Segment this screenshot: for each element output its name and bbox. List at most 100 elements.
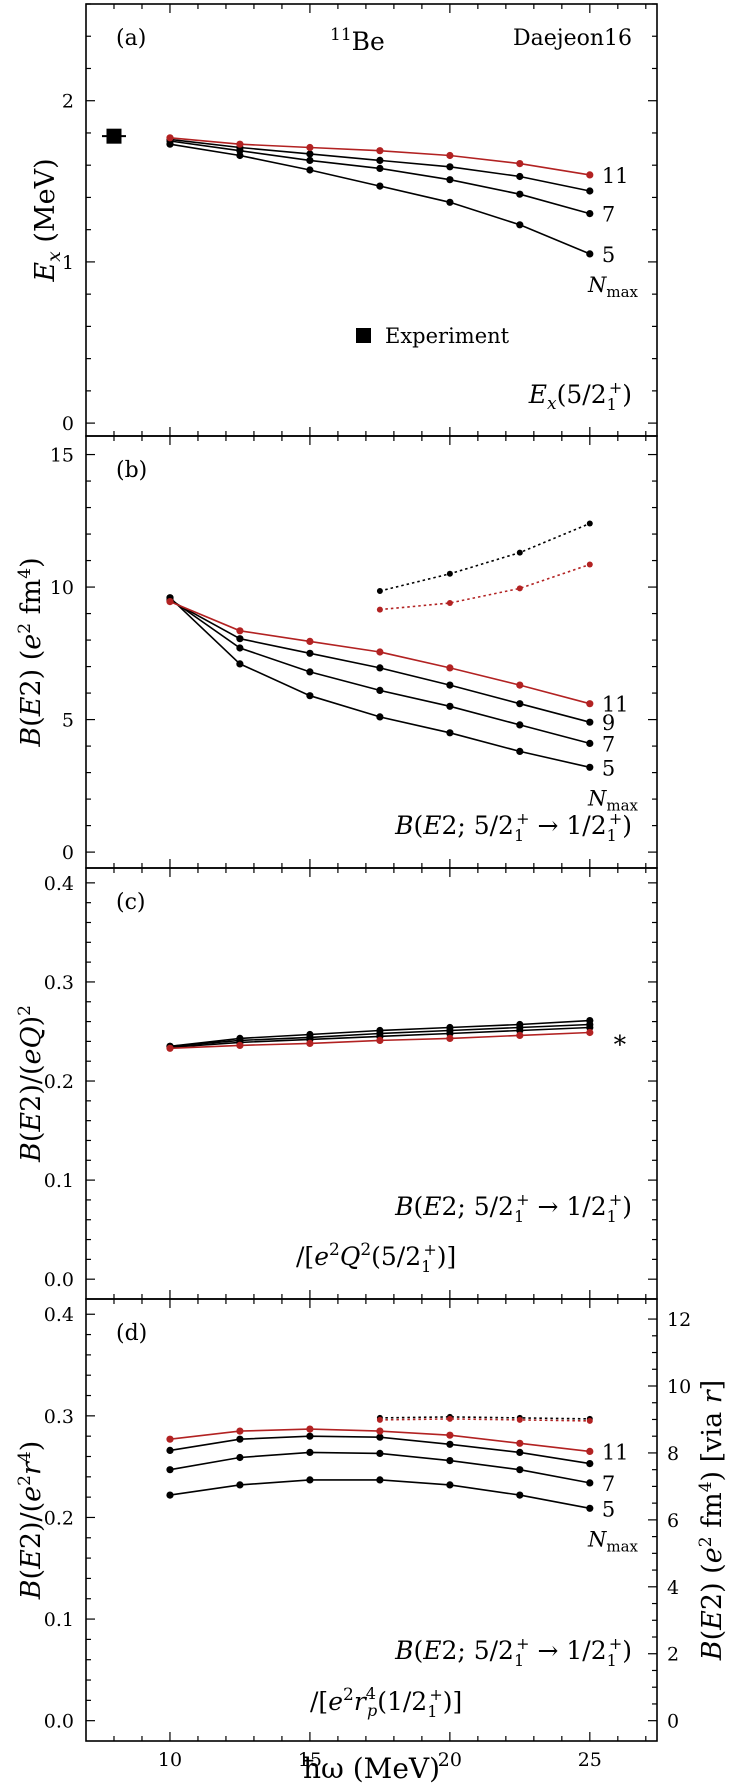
series-nmax-9-point: [236, 1435, 244, 1443]
series-nmax-9-point: [516, 700, 524, 708]
x-axis-label: ħω (MeV): [303, 1752, 440, 1785]
series-nmax-9-point: [376, 1433, 384, 1441]
series-nmax-7-point: [306, 1448, 314, 1456]
series-nmax-5-point: [376, 1476, 384, 1484]
panel-tag: (c): [116, 890, 146, 915]
y-axis-label-right: B(E2) (e2 fm4) [via r]: [696, 1380, 728, 1661]
series-nmax-7-point: [236, 1453, 244, 1462]
series-nmax-7-point: [516, 1466, 524, 1474]
series-black-dotted-point: [376, 588, 383, 594]
series-nmax-5-point: [306, 692, 314, 700]
nmax-axis-label: Nmax: [587, 1527, 639, 1555]
y-axis-label: B(E2) (e2 fm4): [15, 557, 47, 747]
series-nmax-7-point: [516, 721, 524, 729]
series-nmax-5-point: [166, 1491, 174, 1499]
y-tick-label: 0.3: [44, 972, 74, 994]
x-tick-label: 10: [158, 1749, 182, 1771]
star-marker: ∗: [612, 1025, 629, 1054]
y-tick-label: 0.2: [44, 1507, 74, 1529]
panel-annotation-line1: B(E2; 5/21+ → 1/21+): [394, 1634, 632, 1670]
y-right-tick-label: 2: [667, 1644, 679, 1666]
series-nmax-11-point: [516, 1031, 524, 1039]
series-nmax-11-point: [586, 1447, 594, 1455]
y-tick-label: 0.1: [44, 1170, 74, 1192]
nmax-axis-label: Nmax: [587, 786, 639, 814]
series-red-dotted-line: [379, 1418, 590, 1422]
y-tick-label: 0.4: [44, 1304, 74, 1326]
series-nmax-11-point: [516, 681, 524, 689]
y-right-tick-label: 8: [667, 1443, 679, 1465]
y-tick-label: 10: [50, 577, 74, 599]
panel-annotation-line2: /[e2r4 p(1/21+)]: [310, 1684, 462, 1721]
plot-frame: [85, 3, 658, 437]
series-nmax-7-point: [516, 190, 524, 198]
series-nmax-9-point: [446, 1440, 454, 1448]
series-nmax-5-point: [516, 747, 524, 756]
y-right-tick-label: 4: [667, 1577, 679, 1599]
series-nmax-9-point: [376, 664, 384, 672]
series-black-dotted-point: [586, 520, 593, 527]
series-nmax-5-line: [169, 1479, 590, 1510]
series-nmax-5-line: [169, 597, 590, 769]
nmax-label-5: 5: [602, 243, 615, 267]
y-tick-label: 0.0: [44, 1711, 74, 1733]
panel-annotation-line2: /[e2Q2(5/21+)]: [296, 1240, 456, 1276]
y-right-tick-label: 0: [667, 1711, 679, 1733]
y-right-tick-label: 10: [667, 1376, 691, 1398]
series-nmax-5-point: [236, 660, 244, 668]
y-tick-label: 15: [50, 445, 74, 467]
series-red-dotted-point: [376, 1416, 383, 1423]
series-nmax-11-point: [446, 664, 454, 672]
panel-d: 0.0 0.1 0.2 0.3 0.4 0 2 4 6 8 10 12 11 75 Nmax (d) B(E2;…: [15, 1298, 728, 1742]
series-nmax-11-point: [236, 140, 244, 148]
nmax-label-7: 7: [602, 732, 615, 756]
series-red-dotted-point: [446, 600, 453, 606]
y-right-tick-label: 12: [667, 1309, 691, 1331]
series-nmax-9-point: [236, 635, 244, 643]
panel-annotation-line1: B(E2; 5/21+ → 1/21+): [394, 1190, 632, 1226]
nmax-label-5: 5: [602, 756, 615, 780]
series-nmax-5-point: [236, 1481, 244, 1489]
series-nmax-9-point: [306, 1432, 314, 1440]
series-black-dotted-line: [379, 522, 591, 592]
panel-a: 0 1 2 11 7 5 Nmax Experiment (a) 11Be Daejeon16 Ex(…: [30, 3, 658, 437]
series-nmax-11-point: [586, 171, 594, 179]
x-tick-label: 15: [298, 1749, 322, 1771]
series-nmax-9-point: [586, 187, 594, 195]
series-nmax-9-point: [306, 150, 314, 158]
series-nmax-11-point: [586, 1028, 594, 1037]
series-red-dotted-point: [586, 1417, 593, 1424]
series-red-dotted-line: [379, 563, 591, 611]
panel-tag: (d): [116, 1321, 147, 1346]
series-nmax-11-point: [236, 1427, 244, 1435]
series-nmax-7-point: [446, 702, 454, 710]
x-tick-label: 20: [438, 1749, 462, 1771]
y-tick-label: 0.1: [44, 1609, 74, 1631]
series-nmax-5-point: [306, 166, 314, 174]
panel-annotation: B(E2; 5/21+ → 1/21+): [394, 809, 632, 845]
series-nmax-7-point: [306, 156, 314, 164]
series-nmax-7-point: [446, 176, 454, 184]
series-nmax-7-point: [586, 739, 594, 748]
series-nmax-11-point: [236, 627, 244, 635]
series-nmax-9-point: [376, 156, 384, 164]
series-nmax-5-point: [516, 221, 524, 229]
series-nmax-11-point: [306, 143, 314, 152]
series-nmax-11-point: [166, 1044, 174, 1052]
series-red-dotted-point: [586, 561, 593, 568]
panel-c: 0.0 0.1 0.2 0.3 0.4 (c) ∗ B(E2; 5/21+ → 1/21+) /…: [15, 867, 658, 1300]
y-tick-label: 0.4: [44, 873, 74, 895]
y-axis-label: B(E2)/(eQ)2: [15, 1005, 47, 1163]
series-nmax-9-point: [586, 1023, 594, 1032]
series-nmax-11-point: [376, 1036, 384, 1044]
series-red-dotted-point: [376, 606, 383, 613]
series-nmax-11-point: [446, 151, 454, 160]
nmax-axis-label: Nmax: [587, 273, 639, 301]
series-nmax-11-point: [586, 700, 594, 708]
series-black-dotted-point: [446, 570, 453, 577]
x-tick-label: 25: [578, 1749, 602, 1771]
series-nmax-7-point: [586, 210, 594, 218]
series-nmax-11-point: [376, 147, 384, 155]
